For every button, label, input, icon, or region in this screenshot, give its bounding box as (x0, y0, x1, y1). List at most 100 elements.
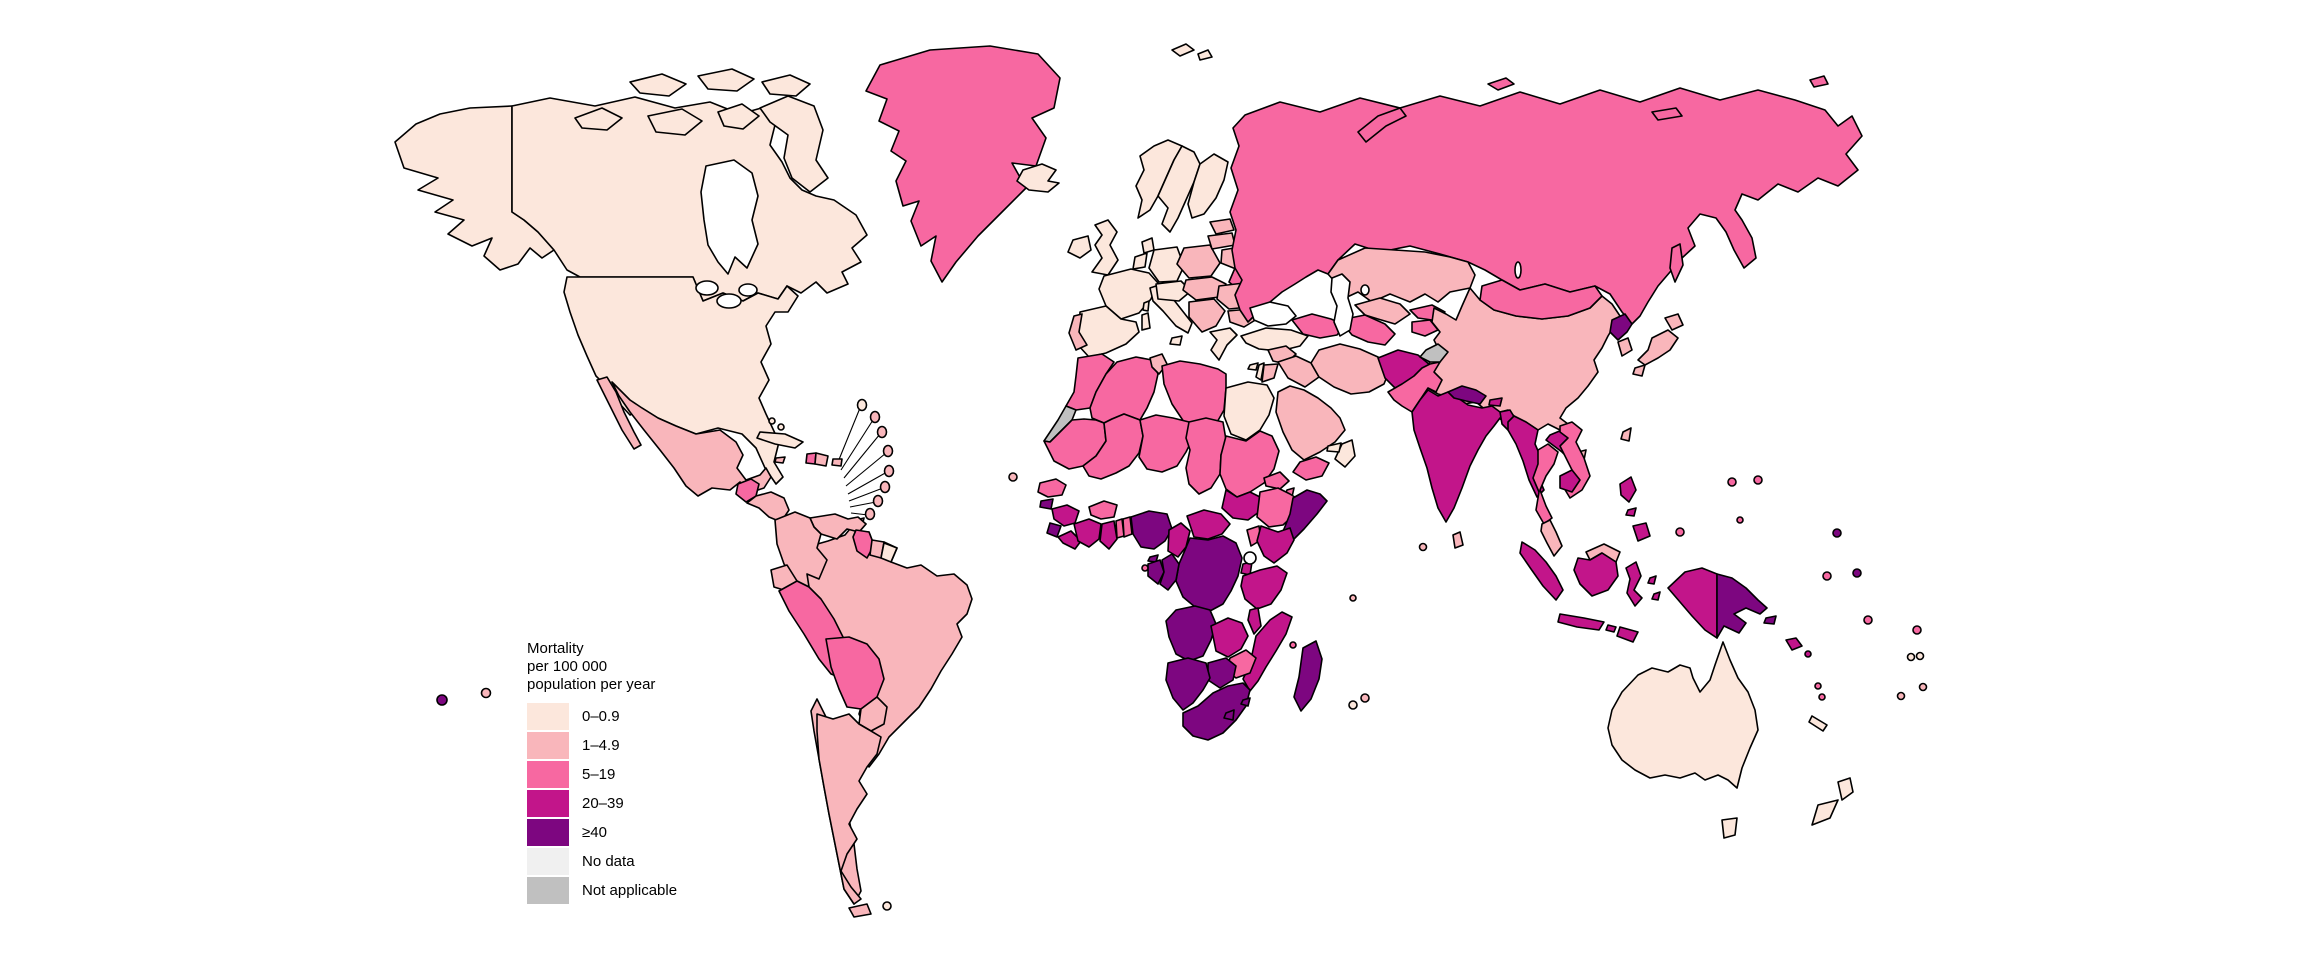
region-senegal (1037, 478, 1067, 498)
region-south-sudan (1221, 489, 1263, 521)
region-cote-divoire (1073, 518, 1102, 548)
lake-victoria (1243, 551, 1257, 565)
legend: Mortality per 100 000 population per yea… (527, 640, 677, 906)
region-moluccas-1 (1647, 575, 1657, 585)
region-greenland (865, 45, 1061, 283)
region-oman (1334, 439, 1356, 468)
great-lake-1 (695, 280, 719, 296)
region-nz-north-island (1837, 777, 1854, 801)
region-sri-lanka (1452, 531, 1464, 549)
region-pakistan (1387, 361, 1443, 413)
legend-title-line-2: per 100 000 (527, 658, 608, 675)
region-israel (1255, 362, 1265, 381)
region-lesser-sunda (1605, 624, 1617, 633)
legend-item: No data (527, 848, 677, 875)
region-turkmenistan (1339, 314, 1396, 346)
region-java (1557, 613, 1605, 631)
region-egypt (1223, 381, 1275, 441)
region-burkina-faso (1088, 500, 1118, 520)
great-lake-3 (738, 283, 758, 297)
region-dr-congo (1175, 535, 1243, 612)
region-madagascar (1293, 640, 1323, 712)
region-arctic-island-3 (697, 68, 755, 92)
region-papua-new-guinea (1716, 573, 1768, 639)
region-sumatra (1519, 541, 1564, 601)
region-namibia (1165, 657, 1211, 711)
region-nigeria (1130, 510, 1173, 550)
region-mindanao (1632, 522, 1651, 542)
region-vanuatu-2 (1818, 693, 1826, 701)
region-arctic-island-4 (647, 108, 703, 136)
region-cuba (756, 431, 804, 449)
region-bahamas-2 (777, 423, 785, 431)
region-eritrea (1263, 471, 1290, 490)
region-sao-tome (1141, 564, 1149, 572)
region-kalimantan (1573, 552, 1619, 597)
region-malaysia-peninsula (1540, 519, 1563, 557)
region-australia (1607, 641, 1759, 789)
region-zambia (1210, 617, 1249, 658)
legend-item: 20–39 (527, 790, 677, 817)
region-visayas (1625, 507, 1637, 517)
region-corsica (1142, 300, 1150, 312)
legend-swatch (527, 877, 569, 904)
region-japan-kyushu (1632, 364, 1646, 377)
region-baltics-1 (1209, 218, 1235, 235)
region-antigua (856, 398, 868, 412)
region-denmark (1141, 237, 1155, 254)
region-iran (1310, 343, 1391, 395)
region-cabo-verde (1008, 472, 1018, 482)
region-argentina (816, 713, 882, 905)
region-jordan (1261, 363, 1279, 383)
region-wrangel-island (1809, 75, 1829, 88)
region-liberia (1057, 530, 1082, 550)
region-north-korea (1609, 313, 1633, 341)
region-arctic-island-6 (761, 74, 811, 97)
region-ghana (1099, 520, 1118, 550)
region-svalbard-1 (1171, 43, 1195, 57)
legend-label: ≥40 (582, 824, 607, 841)
region-tuvalu (436, 694, 448, 706)
region-arctic-island-2 (629, 73, 687, 97)
aral-sea (1360, 284, 1370, 296)
caribbean-leader-lines (837, 407, 888, 516)
legend-title: Mortality per 100 000 population per yea… (527, 640, 677, 694)
region-japan-hokkaido (1664, 313, 1684, 331)
region-iceland (1016, 163, 1060, 193)
legend-swatch (527, 790, 569, 817)
legend-items: 0–0.9 1–4.9 5–19 20–39 ≥40 No data Not applica… (527, 703, 677, 904)
region-french-guiana (880, 542, 898, 563)
caspian-sea (1330, 273, 1354, 337)
region-antilles-5 (883, 464, 895, 478)
region-nepal (1447, 385, 1487, 405)
region-antilles-2 (869, 410, 881, 424)
region-sardinia (1141, 312, 1151, 331)
legend-title-line-3: population per year (527, 676, 656, 693)
region-sulawesi (1625, 561, 1643, 607)
region-cambodia (1559, 469, 1581, 493)
world-map (394, 43, 1928, 918)
region-vanuatu-1 (1814, 682, 1822, 690)
region-tonga-1 (1896, 691, 1906, 701)
region-maldives (1418, 542, 1428, 552)
legend-label: 1–4.9 (582, 737, 620, 754)
region-lesotho (1223, 709, 1235, 721)
region-fiji-1 (1863, 615, 1873, 625)
region-novaya-zemlya (1357, 107, 1407, 143)
region-sakhalin (1669, 243, 1684, 283)
region-greece (1209, 327, 1238, 361)
region-spain (1077, 305, 1140, 358)
region-antilles-3 (876, 425, 888, 439)
region-guam (1736, 516, 1744, 524)
region-guyana (852, 529, 875, 559)
region-fiji-2 (1912, 625, 1922, 635)
region-jamaica (774, 456, 786, 464)
region-tajikistan (1411, 319, 1439, 337)
region-sierra-leone (1046, 522, 1062, 538)
region-eswatini (1240, 697, 1251, 707)
legend-swatch (527, 703, 569, 730)
region-thailand (1532, 443, 1559, 525)
region-solomon-2 (1804, 650, 1812, 658)
region-western-balkans (1188, 298, 1226, 333)
